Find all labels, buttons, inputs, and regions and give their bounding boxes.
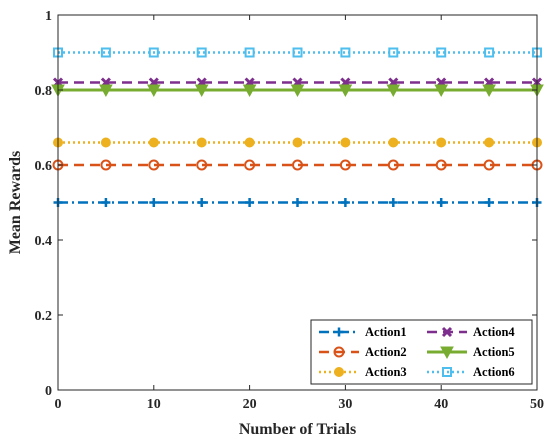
legend-item-action5: Action5 (427, 345, 515, 360)
series-action3 (53, 137, 542, 148)
legend-label: Action2 (365, 345, 407, 359)
data-point (194, 84, 209, 98)
series-layer (51, 47, 544, 207)
x-tick-label: 30 (338, 397, 352, 412)
data-point (482, 84, 496, 98)
data-point (340, 47, 351, 58)
data-point (292, 137, 303, 148)
data-point (100, 137, 111, 148)
data-point (484, 137, 495, 148)
x-tick-label: 20 (243, 397, 257, 412)
data-point (339, 159, 351, 171)
legend-label: Action4 (473, 325, 515, 339)
data-point (436, 198, 446, 207)
data-point (197, 198, 207, 207)
x-tick-label: 0 (55, 397, 62, 412)
legend-item-action6: Action6 (427, 365, 515, 379)
legend-marker (333, 346, 345, 358)
data-point (436, 47, 447, 58)
legend-marker (440, 346, 454, 360)
data-point (293, 198, 302, 207)
y-tick-label: 0.8 (35, 84, 53, 99)
data-point (100, 159, 112, 171)
y-tick-label: 0 (45, 384, 52, 399)
y-tick-label: 0.2 (35, 309, 53, 324)
data-point (386, 84, 401, 98)
data-point (242, 84, 257, 98)
data-point (292, 47, 303, 58)
data-point (340, 137, 351, 148)
y-tick-label: 0.4 (35, 234, 53, 249)
data-point (244, 137, 255, 148)
legend-marker (334, 327, 344, 337)
data-point (99, 84, 113, 98)
data-point (388, 198, 398, 207)
legend-marker (442, 367, 452, 377)
y-tick-label: 1 (45, 9, 52, 24)
data-point (436, 137, 447, 148)
legend-label: Action6 (473, 365, 515, 379)
data-point (196, 47, 207, 58)
legend-item-action2: Action2 (319, 345, 407, 359)
data-point (196, 137, 207, 148)
data-point (387, 159, 399, 171)
data-point (148, 137, 159, 148)
data-point (148, 159, 160, 171)
data-point (196, 159, 208, 171)
data-point (434, 84, 449, 98)
data-point (483, 159, 495, 171)
data-point (484, 198, 494, 207)
x-axis-label: Number of Trials (239, 421, 356, 438)
x-tick-label: 40 (434, 397, 448, 412)
legend-item-action1: Action1 (319, 325, 407, 339)
series-action5 (51, 84, 544, 98)
legend-marker (334, 367, 344, 377)
y-tick-label: 0.6 (35, 159, 53, 174)
data-point (435, 159, 447, 171)
axes-box (57, 14, 538, 391)
legend: Action1 Action2 Action3 Action4 Action5 Actio… (310, 319, 533, 385)
axis-layer: 0 10 20 30 40 50 0 0.2 0.4 0.6 0.8 1 (35, 9, 545, 412)
legend-marker (441, 326, 453, 338)
data-point (245, 198, 255, 207)
legend-item-action4: Action4 (427, 325, 515, 339)
data-point (244, 159, 256, 171)
legend-label: Action1 (365, 325, 407, 339)
data-point (292, 159, 303, 171)
data-point (149, 198, 159, 207)
data-point (100, 47, 111, 58)
legend-item-action3: Action3 (319, 365, 407, 379)
data-point (484, 47, 495, 58)
data-point (146, 84, 161, 98)
legend-box (310, 319, 533, 385)
data-point (290, 84, 305, 98)
legend-label: Action3 (365, 365, 407, 379)
data-point (340, 198, 350, 207)
data-point (244, 47, 255, 58)
data-point (101, 198, 111, 207)
data-point (148, 47, 159, 58)
x-tick-label: 50 (530, 397, 544, 412)
x-tick-label: 10 (147, 397, 161, 412)
y-axis-label: Mean Rewards (7, 151, 24, 255)
legend-label: Action5 (473, 345, 515, 359)
data-point (338, 84, 353, 98)
data-point (388, 47, 399, 58)
data-point (388, 137, 399, 148)
